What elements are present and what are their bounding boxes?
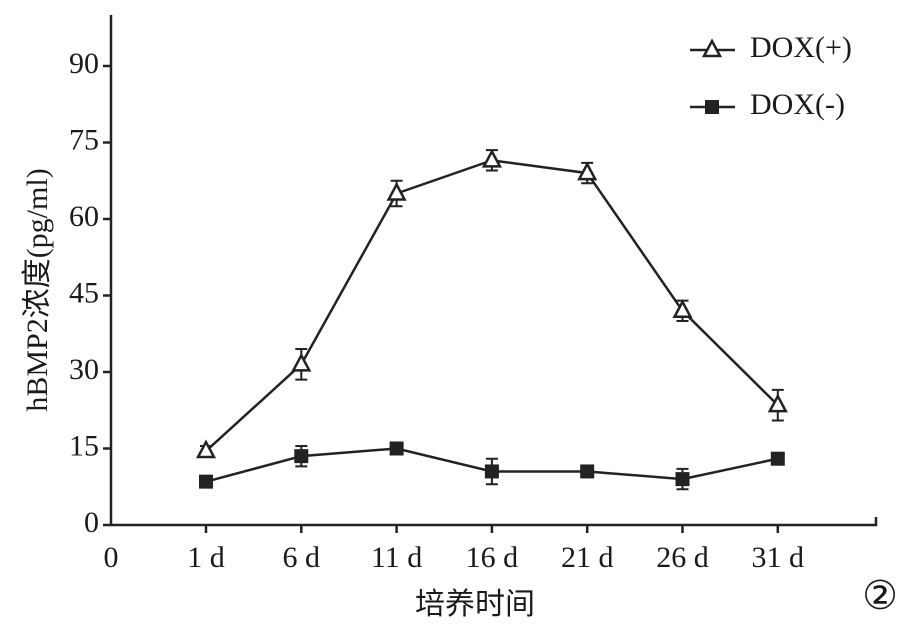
legend-label: DOX(-) — [750, 88, 845, 121]
data-point — [770, 451, 785, 466]
y-tick-label: 0 — [84, 506, 99, 539]
axes — [109, 15, 878, 527]
x-tick-label: 1 d — [187, 541, 225, 574]
x-tick-label: 6 d — [283, 541, 321, 574]
y-tick-label: 75 — [69, 123, 99, 156]
panel-label: ② — [862, 573, 898, 618]
data-point — [481, 148, 502, 168]
legend-marker — [701, 38, 723, 58]
data-point — [291, 352, 312, 372]
data-point — [199, 474, 213, 489]
data-point — [386, 181, 407, 201]
data-point — [675, 472, 690, 487]
x-tick-label: 16 d — [466, 541, 519, 574]
y-tick-label: 30 — [69, 353, 99, 386]
x-tick-label: 31 d — [752, 541, 805, 574]
data-point — [577, 161, 598, 181]
legend-marker — [705, 100, 719, 114]
data-point — [484, 464, 499, 479]
data-point — [767, 393, 788, 413]
data-point — [389, 441, 404, 456]
y-axis-label: hBMP2浓度(pg/ml) — [21, 168, 54, 411]
data-point — [580, 464, 595, 479]
data-point — [195, 439, 217, 459]
legend-label: DOX(+) — [750, 31, 852, 64]
data-point — [294, 449, 309, 464]
y-tick-label: 60 — [69, 200, 99, 233]
x-tick-label: 21 d — [561, 541, 614, 574]
y-tick-label: 90 — [69, 47, 99, 80]
x-origin-label: 0 — [104, 541, 119, 574]
y-tick-label: 15 — [69, 429, 99, 462]
data-point — [672, 299, 693, 319]
x-tick-label: 26 d — [656, 541, 709, 574]
series-line — [205, 159, 779, 452]
y-tick-label: 45 — [69, 276, 99, 309]
x-tick-label: 11 d — [371, 541, 422, 574]
x-axis-label: 培养时间 — [415, 588, 535, 621]
